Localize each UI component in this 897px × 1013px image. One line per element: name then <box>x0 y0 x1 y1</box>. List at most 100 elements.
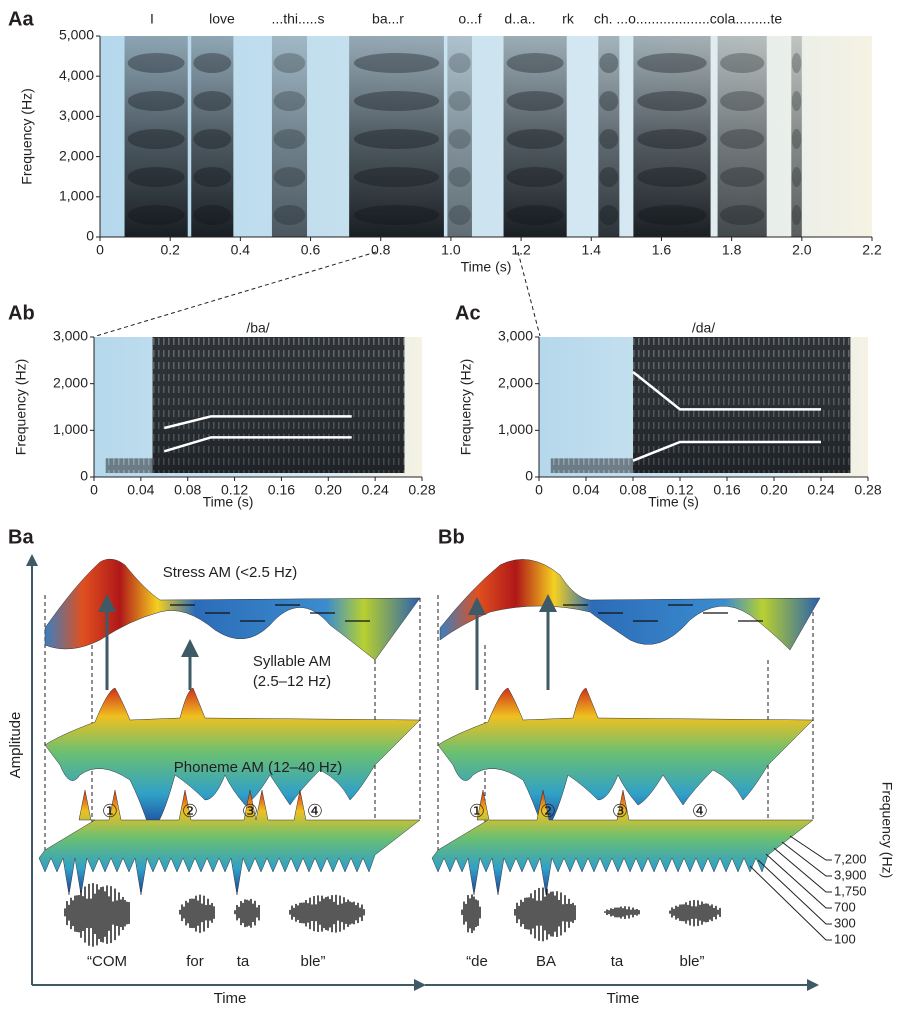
spectrogram-energy <box>717 36 767 237</box>
x-tick-label: 0 <box>535 482 543 498</box>
formant-band <box>720 53 765 73</box>
x-tick-label: 2.0 <box>792 242 812 258</box>
y-axis-label: Frequency (Hz) <box>13 359 29 455</box>
x-tick-label: 0 <box>96 242 104 258</box>
syllable-label: (2.5–12 Hz) <box>253 673 331 690</box>
formant-line <box>632 371 821 411</box>
formant-band <box>448 91 471 111</box>
frequency-leader <box>757 859 832 925</box>
panel-title: /ba/ <box>246 320 269 336</box>
formant-band <box>506 129 564 149</box>
time-label: Time <box>214 990 247 1007</box>
spectrogram-energy <box>191 36 234 237</box>
x-tick-label: 0.2 <box>160 242 180 258</box>
formant-band <box>637 91 707 111</box>
formant-band <box>273 167 306 187</box>
x-tick-label: 0.12 <box>666 482 693 498</box>
formant-band <box>193 53 232 73</box>
frequency-leader <box>749 865 832 941</box>
x-tick-label: 0.16 <box>268 482 295 498</box>
word-label: ble” <box>300 953 325 970</box>
spectrogram-energy <box>598 36 620 237</box>
frequency-label: Frequency (Hz) <box>879 782 895 878</box>
word-label: rk <box>562 11 575 27</box>
formant-band <box>448 129 471 149</box>
zoom-line <box>95 251 377 337</box>
panel-bb: ① ② ③ ④ “de BA ta ble” Time Bb <box>425 526 821 1007</box>
formant-band <box>193 91 232 111</box>
syllable-number: ① <box>102 801 118 821</box>
formant-band <box>448 167 471 187</box>
panel-label: Aa <box>8 8 34 30</box>
word-label: “de <box>466 953 488 970</box>
x-tick-label: 0.24 <box>362 482 389 498</box>
x-tick-label: 0.6 <box>301 242 321 258</box>
x-tick-label: 1.8 <box>722 242 742 258</box>
phoneme-am-surface <box>38 789 421 896</box>
formant-band <box>448 53 471 73</box>
x-tick-label: 1.0 <box>441 242 461 258</box>
x-tick-label: 0.8 <box>371 242 391 258</box>
word-label: ba...r <box>372 11 404 27</box>
y-tick-label: 2,000 <box>53 374 88 390</box>
time-label: Time <box>607 990 640 1007</box>
formant-band <box>127 205 185 225</box>
spectrogram-shade <box>633 337 851 473</box>
x-axis-label: Time (s) <box>203 494 254 510</box>
formant-band <box>273 205 306 225</box>
x-tick-label: 2.2 <box>862 242 882 258</box>
x-tick-label: 0.08 <box>619 482 646 498</box>
phoneme-am-surface <box>431 789 814 896</box>
x-tick-label: 1.2 <box>511 242 531 258</box>
y-tick-label: 0 <box>80 468 88 484</box>
formant-band <box>273 53 306 73</box>
syllable-number: ② <box>182 801 198 821</box>
syllable-number: ④ <box>692 801 708 821</box>
x-tick-label: 0.28 <box>854 482 881 498</box>
formant-band <box>506 167 564 187</box>
word-label: BA <box>536 953 556 970</box>
formant-band <box>720 91 765 111</box>
frequency-tick-label: 3,900 <box>834 867 867 882</box>
formant-band <box>193 167 232 187</box>
formant-band <box>193 129 232 149</box>
formant-band <box>193 205 232 225</box>
frequency-tick-label: 300 <box>834 915 856 930</box>
y-tick-label: 1,000 <box>498 421 533 437</box>
frequency-leader <box>789 835 832 861</box>
word-label: ...thi.....s <box>272 11 325 27</box>
y-tick-label: 3,000 <box>53 328 88 344</box>
stress-am-surface <box>44 558 421 661</box>
formant-band <box>599 91 619 111</box>
x-tick-label: 1.6 <box>652 242 672 258</box>
pre-voicing <box>105 458 153 473</box>
formant-band <box>127 53 185 73</box>
formant-band <box>353 53 440 73</box>
frequency-leader <box>765 853 832 909</box>
word-label: “COM <box>87 953 127 970</box>
formant-band <box>599 53 619 73</box>
y-tick-label: 3,000 <box>59 107 94 123</box>
formant-band <box>637 129 707 149</box>
y-tick-label: 5,000 <box>59 27 94 43</box>
formant-band <box>637 167 707 187</box>
word-label: ble” <box>679 953 704 970</box>
formant-band <box>353 205 440 225</box>
y-tick-label: 4,000 <box>59 67 94 83</box>
formant-band <box>599 167 619 187</box>
syllable-number: ③ <box>612 801 628 821</box>
y-axis-label: Frequency (Hz) <box>458 359 474 455</box>
word-label: d..a.. <box>504 11 535 27</box>
formant-line <box>163 415 352 430</box>
spectrogram-energy <box>633 36 711 237</box>
x-tick-label: 0.08 <box>174 482 201 498</box>
word-label: I <box>150 11 154 27</box>
panel-label: Bb <box>438 526 465 548</box>
y-tick-label: 1,000 <box>59 188 94 204</box>
x-tick-label: 0.4 <box>231 242 251 258</box>
syllable-number: ③ <box>242 801 258 821</box>
y-tick-label: 0 <box>86 228 94 244</box>
spectrogram-energy <box>124 36 188 237</box>
panel-title: /da/ <box>692 320 715 336</box>
x-tick-label: 0.04 <box>127 482 154 498</box>
